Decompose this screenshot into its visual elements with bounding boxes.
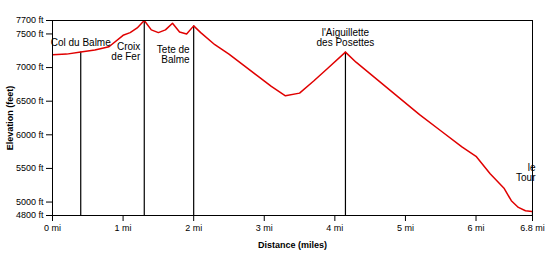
svg-text:Elevation (feet): Elevation (feet) <box>5 86 15 151</box>
svg-text:Croixde Fer: Croixde Fer <box>111 41 141 62</box>
svg-text:3 mi: 3 mi <box>256 223 273 233</box>
svg-text:2 mi: 2 mi <box>185 223 202 233</box>
svg-text:Tete deBalme: Tete deBalme <box>157 44 190 65</box>
svg-text:5000 ft: 5000 ft <box>16 197 44 207</box>
svg-text:l'Aiguillettedes Posettes: l'Aiguillettedes Posettes <box>317 27 375 48</box>
svg-text:7000 ft: 7000 ft <box>16 62 44 72</box>
svg-text:6 mi: 6 mi <box>468 223 485 233</box>
svg-text:6000 ft: 6000 ft <box>16 130 44 140</box>
svg-text:Col du Balme: Col du Balme <box>51 37 111 48</box>
svg-text:1 mi: 1 mi <box>115 223 132 233</box>
svg-text:0 mi: 0 mi <box>44 223 61 233</box>
svg-text:6.8 mi: 6.8 mi <box>520 223 545 233</box>
svg-text:leTour: leTour <box>516 162 536 183</box>
svg-text:5 mi: 5 mi <box>397 223 414 233</box>
svg-text:5500 ft: 5500 ft <box>16 163 44 173</box>
svg-text:4800 ft: 4800 ft <box>16 210 44 220</box>
svg-text:4 mi: 4 mi <box>326 223 343 233</box>
svg-text:Distance (miles): Distance (miles) <box>258 240 327 250</box>
svg-text:7700 ft: 7700 ft <box>16 15 44 25</box>
svg-text:7500 ft: 7500 ft <box>16 29 44 39</box>
svg-text:6500 ft: 6500 ft <box>16 96 44 106</box>
